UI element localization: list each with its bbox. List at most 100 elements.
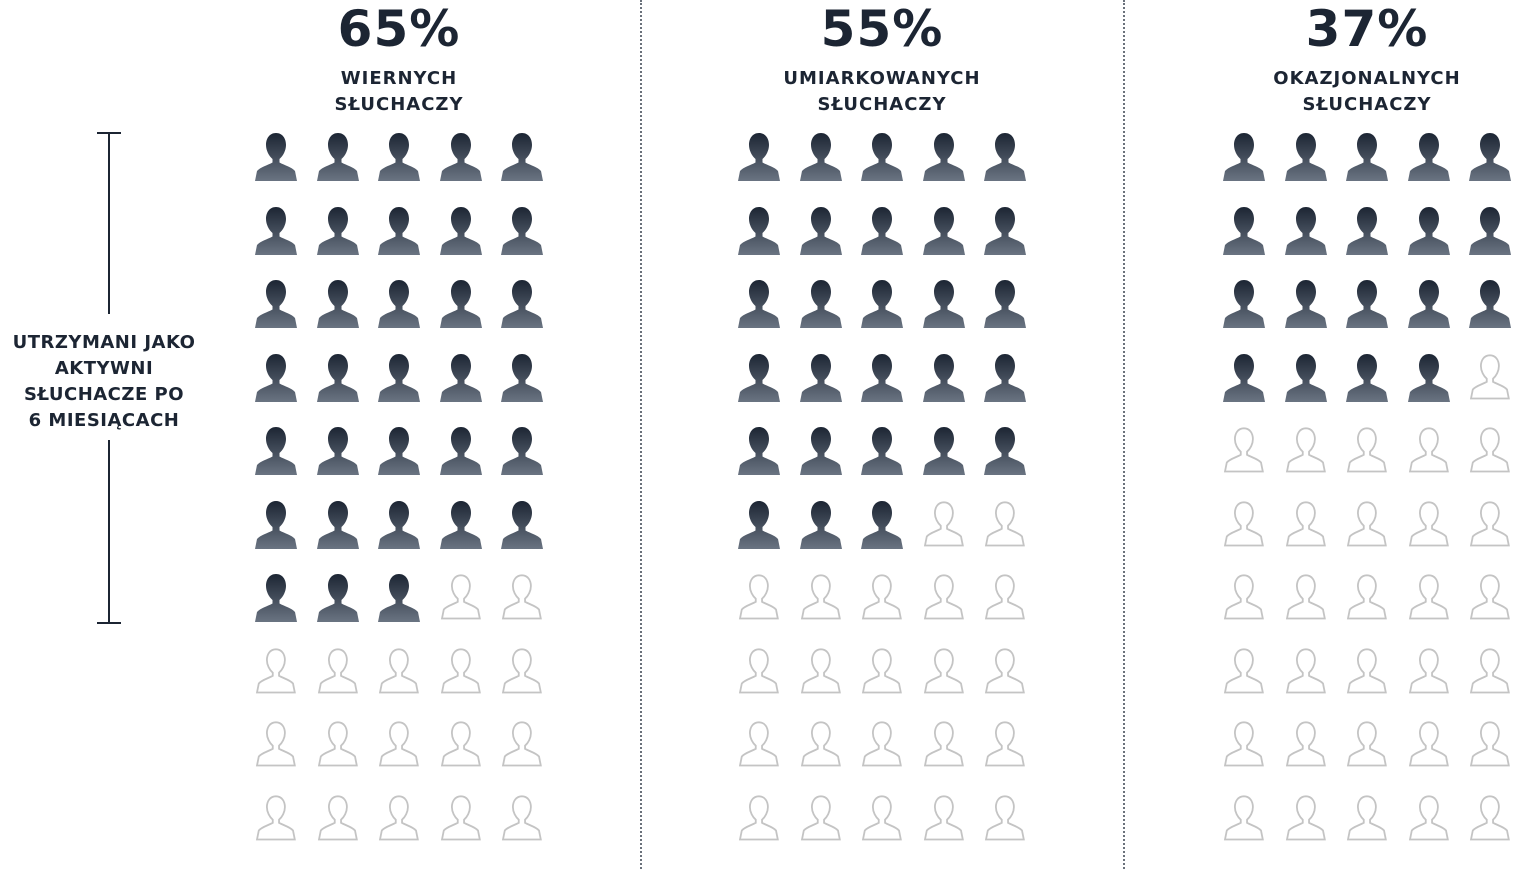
person-silhouette-icon	[738, 353, 780, 402]
person-silhouette-icon	[738, 206, 780, 255]
person-silhouette-icon	[255, 206, 297, 255]
person-outline-icon	[440, 574, 481, 620]
group-label-line: SŁUCHACZY	[817, 94, 947, 115]
person-silhouette-icon	[255, 280, 297, 328]
person-silhouette-icon	[316, 500, 359, 549]
person-silhouette-icon	[922, 280, 965, 328]
group-label-line: OKAZJONALNYCH	[1273, 68, 1461, 89]
person-outline-icon	[923, 574, 964, 620]
retention-label-line: AKTYWNI	[54, 358, 154, 379]
person-outline-icon	[984, 647, 1025, 693]
person-outline-icon	[378, 647, 419, 693]
person-silhouette-icon	[255, 574, 297, 622]
retention-label: UTRZYMANI JAKO AKTYWNI SŁUCHACZE PO 6 MI…	[0, 330, 208, 434]
person-outline-icon	[1285, 574, 1326, 620]
person-outline-icon	[440, 647, 481, 693]
person-outline-icon	[923, 500, 964, 546]
person-outline-icon	[501, 721, 542, 767]
person-outline-icon	[1285, 794, 1326, 840]
person-outline-icon	[800, 574, 841, 620]
person-silhouette-icon	[922, 206, 965, 255]
person-silhouette-icon	[378, 574, 420, 622]
person-silhouette-icon	[799, 280, 842, 328]
person-silhouette-icon	[316, 427, 359, 475]
person-outline-icon	[1408, 574, 1449, 620]
icon-grid	[732, 0, 1032, 869]
person-silhouette-icon	[439, 427, 482, 475]
person-silhouette-icon	[316, 353, 359, 402]
person-silhouette-icon	[439, 133, 482, 181]
person-outline-icon	[1223, 500, 1264, 546]
person-silhouette-icon	[1284, 206, 1327, 255]
person-outline-icon	[738, 721, 779, 767]
person-outline-icon	[738, 794, 779, 840]
person-outline-icon	[1408, 721, 1449, 767]
person-silhouette-icon	[861, 280, 903, 328]
person-outline-icon	[501, 574, 542, 620]
person-outline-icon	[923, 647, 964, 693]
person-silhouette-icon	[439, 280, 482, 328]
person-outline-icon	[1469, 353, 1510, 399]
person-silhouette-icon	[378, 500, 420, 549]
person-silhouette-icon	[738, 427, 780, 475]
person-silhouette-icon	[1223, 133, 1265, 181]
person-outline-icon	[738, 574, 779, 620]
person-silhouette-icon	[1346, 353, 1388, 402]
person-silhouette-icon	[984, 133, 1026, 181]
person-outline-icon	[1285, 647, 1326, 693]
person-silhouette-icon	[1284, 353, 1327, 402]
person-outline-icon	[1223, 794, 1264, 840]
person-silhouette-icon	[922, 353, 965, 402]
person-outline-icon	[861, 647, 902, 693]
group-label: WIERNYCH SŁUCHACZY	[249, 66, 549, 118]
group-percent: 65%	[337, 0, 461, 58]
person-outline-icon	[1223, 427, 1264, 473]
bracket-upper-line	[108, 132, 110, 314]
person-outline-icon	[1346, 574, 1387, 620]
person-outline-icon	[984, 500, 1025, 546]
icon-grid	[1217, 0, 1517, 869]
person-outline-icon	[984, 574, 1025, 620]
retention-label-line: UTRZYMANI JAKO	[12, 332, 196, 353]
person-silhouette-icon	[378, 427, 420, 475]
person-outline-icon	[255, 647, 296, 693]
person-silhouette-icon	[799, 206, 842, 255]
person-silhouette-icon	[316, 574, 359, 622]
person-silhouette-icon	[1469, 206, 1511, 255]
person-outline-icon	[1408, 427, 1449, 473]
person-silhouette-icon	[1469, 133, 1511, 181]
person-silhouette-icon	[984, 280, 1026, 328]
person-silhouette-icon	[378, 353, 420, 402]
person-outline-icon	[1285, 721, 1326, 767]
person-outline-icon	[800, 647, 841, 693]
person-silhouette-icon	[1346, 133, 1388, 181]
person-outline-icon	[501, 794, 542, 840]
person-silhouette-icon	[984, 206, 1026, 255]
person-outline-icon	[255, 794, 296, 840]
retention-label-line: 6 MIESIĄCACH	[28, 410, 180, 431]
person-silhouette-icon	[439, 500, 482, 549]
person-silhouette-icon	[1284, 133, 1327, 181]
person-silhouette-icon	[984, 427, 1026, 475]
person-silhouette-icon	[316, 206, 359, 255]
person-silhouette-icon	[439, 206, 482, 255]
person-silhouette-icon	[378, 133, 420, 181]
person-silhouette-icon	[1407, 353, 1450, 402]
person-silhouette-icon	[799, 133, 842, 181]
person-silhouette-icon	[799, 500, 842, 549]
person-outline-icon	[1408, 500, 1449, 546]
person-silhouette-icon	[861, 133, 903, 181]
person-silhouette-icon	[922, 427, 965, 475]
person-silhouette-icon	[255, 427, 297, 475]
group-label: UMIARKOWANYCH SŁUCHACZY	[732, 66, 1032, 118]
person-silhouette-icon	[378, 206, 420, 255]
person-silhouette-icon	[861, 353, 903, 402]
person-silhouette-icon	[738, 280, 780, 328]
person-silhouette-icon	[984, 353, 1026, 402]
person-outline-icon	[1469, 647, 1510, 693]
person-outline-icon	[984, 794, 1025, 840]
column-divider	[640, 0, 642, 869]
person-silhouette-icon	[738, 500, 780, 549]
person-outline-icon	[1346, 647, 1387, 693]
person-outline-icon	[1469, 721, 1510, 767]
